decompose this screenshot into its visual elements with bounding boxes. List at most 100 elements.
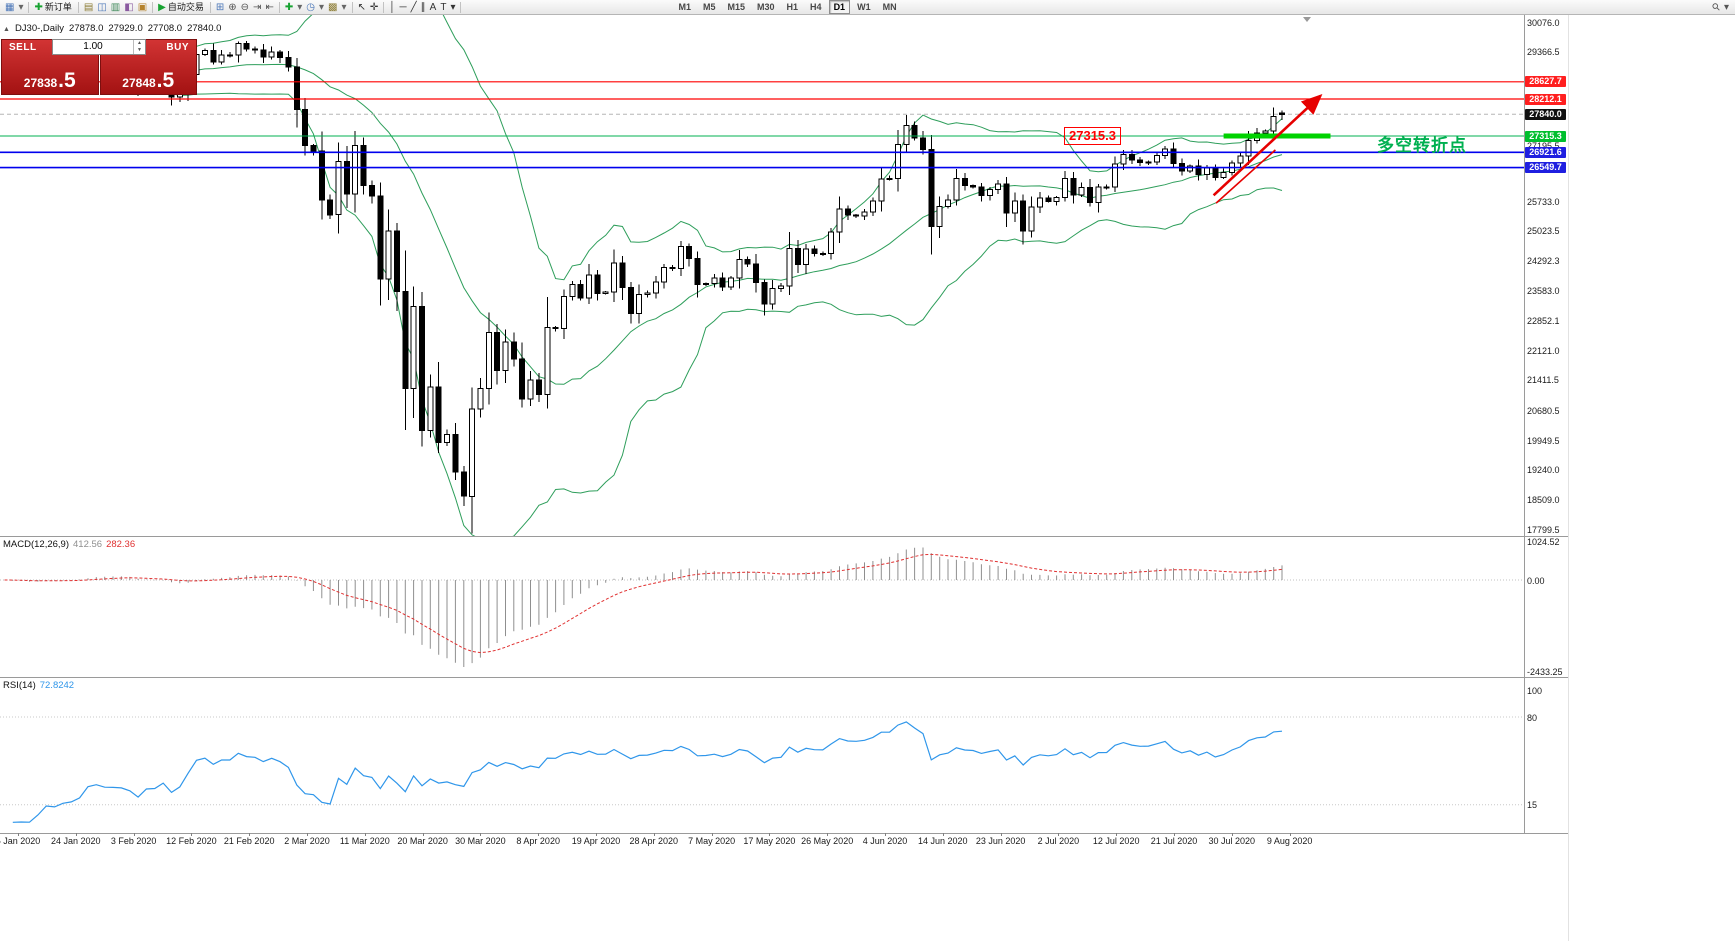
date-axis-label: 30 Jul 2020 [1208,836,1256,846]
zoom-in-icon[interactable]: ⊕ [228,1,237,13]
toolbars-menu-icon[interactable]: ▾ [1723,1,1729,13]
date-tick [1231,833,1233,836]
price-axis-badge: 27840.0 [1525,108,1566,120]
rsi-pane-separator[interactable] [0,677,1568,678]
vertical-line-icon[interactable]: │ [389,1,396,13]
auto-scroll-icon[interactable]: ⇥ [253,1,262,13]
toolbar-separator [351,1,353,13]
date-tick [307,833,308,836]
date-axis-label: 7 May 2020 [688,836,736,846]
templates-icon[interactable]: ▩ [328,1,338,13]
profiles-icon[interactable]: ◫ [97,1,107,13]
market-watch-icon[interactable]: ▥ [110,1,121,13]
main-chart-canvas[interactable] [0,15,1524,536]
volume-down-icon[interactable]: ▼ [137,47,142,53]
timeframe-group: M1 M5 M15 M30 H1 H4 D1 W1 MN [672,0,902,14]
date-tick [885,833,886,836]
volume-value[interactable]: 1.00 [83,41,103,52]
new-order-icon[interactable]: ✚ [34,1,43,13]
toolbar-separator [77,1,79,13]
rsi-pane-label: RSI(14) 72.8242 [3,680,74,691]
price-axis-label: 19240.0 [1527,465,1560,475]
macd-histogram [12,547,1283,667]
equidistant-channel-icon[interactable]: ∥ [420,1,426,13]
chart-ohlc-header: ▲ DJ30-,Daily 27878.0 27929.0 27708.0 27840.0 [3,23,226,34]
horizontal-line-icon[interactable]: ─ [399,1,407,13]
periods-icon[interactable]: ◷ [306,1,315,13]
rsi-pane-canvas[interactable] [0,678,1524,833]
timeframe-m15[interactable]: M15 [727,2,746,12]
timeframe-m1[interactable]: M1 [678,2,691,12]
price-tag-label[interactable]: 27315.3 [1064,127,1121,145]
crosshair-icon[interactable]: ✛ [369,1,379,13]
new-chart-icon[interactable]: ▦ [5,1,15,13]
date-tick [1116,833,1118,836]
timeframe-mn[interactable]: MN [882,2,897,12]
price-axis-label: 22121.0 [1527,346,1560,356]
autotrading-label[interactable]: 自动交易 [167,1,204,12]
symbol-marker-icon: ▲ [3,26,10,33]
buy-price-big: .5 [156,69,175,92]
macd-pane-canvas[interactable] [0,537,1524,677]
price-axis-label: 23583.0 [1527,285,1560,296]
charts-window-icon[interactable]: ▤ [83,1,94,13]
date-axis-label: 12 Feb 2020 [166,836,217,846]
volume-spinner[interactable]: ▲ ▼ [133,40,145,54]
date-axis-label: 19 Apr 2020 [571,836,621,846]
macd-pane-label: MACD(12,26,9) 412.56 282.36 [3,539,135,550]
date-axis-label: 26 May 2020 [801,836,854,846]
volume-up-icon[interactable]: ▲ [137,40,142,46]
zoom-out-icon[interactable]: ⊖ [240,1,250,13]
ohlc-high: 27929.0 [108,23,143,34]
timeframe-w1[interactable]: W1 [857,2,871,12]
turning-point-text[interactable]: 多空转折点 [1377,136,1467,155]
terminal-icon[interactable]: ▣ [137,1,148,13]
price-axis-label: 20680.5 [1527,405,1560,416]
templates-menu-icon[interactable]: ▾ [341,1,347,13]
volume-input[interactable]: 1.00 ▲ ▼ [52,39,146,55]
trendline-icon[interactable]: ╱ [410,1,417,13]
date-tick [596,833,597,836]
navigator-icon[interactable]: ◧ [124,1,134,13]
buy-price: 27848.5 [101,69,197,92]
timeframe-h1[interactable]: H1 [786,2,799,12]
date-tick [422,833,424,836]
date-axis-label: 21 Feb 2020 [223,836,275,846]
timeframe-m30[interactable]: M30 [757,2,775,12]
autotrading-icon[interactable]: ▶ [158,1,166,13]
one-click-trading-panel: SELL 27838.5 BUY 27848.5 1.00 ▲ ▼ [1,39,197,95]
cursor-icon[interactable]: ↖ [357,1,366,13]
chart-shift-icon[interactable]: ⇤ [265,1,274,13]
timeframe-m5[interactable]: M5 [702,2,716,12]
timeframe-h4[interactable]: H4 [810,2,822,12]
date-tick [75,833,77,836]
date-tick [538,833,540,836]
date-axis-label: 23 Jun 2020 [975,836,1026,846]
date-tick [249,833,251,836]
price-axis-label: 25733.0 [1527,196,1560,207]
toolbar-right-icons: ⚲ ▾ [1710,0,1731,14]
timeframe-d1[interactable]: D1 [828,0,851,14]
periods-menu-icon[interactable]: ▾ [318,1,325,13]
buy-button[interactable]: BUY 27848.5 [99,39,197,95]
price-axis-label: 24292.3 [1527,256,1560,267]
new-order-label[interactable]: 新订单 [44,1,72,12]
chart-menu-icon[interactable]: ▾ [18,1,24,13]
macd-pane-separator[interactable] [0,536,1568,537]
text-icon[interactable]: A [429,1,437,13]
tile-windows-icon[interactable]: ⊞ [215,1,225,13]
buy-price-main: 27848 [122,76,156,90]
date-tick [480,833,482,836]
text-label-icon[interactable]: T [440,1,447,13]
price-axis-label: 19949.5 [1527,435,1560,446]
window-edge [1568,15,1569,941]
price-axis-badge: 28212.1 [1525,93,1566,105]
price-axis-label: 18509.0 [1527,495,1560,506]
date-axis-label: 2 Jul 2020 [1037,836,1080,846]
trend-line [1215,149,1276,204]
indicators-icon[interactable]: ✚ [284,1,294,13]
arrows-menu-icon[interactable]: ▾ [450,1,456,13]
indicators-menu-icon[interactable]: ▾ [297,1,303,13]
toolbar-separator [152,1,154,13]
chart-shift-marker[interactable] [1303,17,1311,22]
